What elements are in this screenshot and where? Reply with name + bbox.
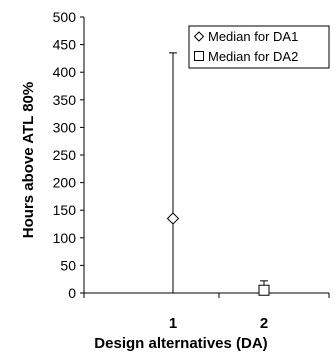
- y-tick-label: 100: [53, 230, 77, 246]
- legend-square-icon: [194, 51, 204, 61]
- legend-label-da2: Median for DA2: [208, 49, 298, 64]
- legend-box: [188, 25, 330, 69]
- y-tick-label: 400: [53, 64, 77, 80]
- y-tick-label: 250: [53, 147, 77, 163]
- y-ticks: 0 50 100 150 200 250 300 350 400 450 500: [53, 9, 84, 301]
- y-tick-label: 350: [53, 92, 77, 108]
- legend-label-da1: Median for DA1: [208, 29, 298, 44]
- data-marks: [166, 52, 270, 296]
- legend-diamond-icon: [193, 31, 205, 42]
- y-axis-title: Hours above ATL 80%: [20, 82, 37, 238]
- median-point-da1: [166, 212, 180, 225]
- y-tick-label: 200: [53, 175, 77, 191]
- x-tick-label: 1: [169, 315, 177, 332]
- y-tick-label: 0: [68, 285, 76, 301]
- median-point-da2: [258, 284, 270, 296]
- y-tick-label: 150: [53, 202, 77, 218]
- legend: Median for DA1 Median for DA2: [188, 25, 330, 69]
- x-axis-title: Design alternatives (DA): [94, 335, 267, 352]
- y-tick-label: 50: [60, 257, 76, 273]
- y-tick-label: 500: [53, 9, 77, 25]
- x-tick-label: 2: [260, 315, 268, 332]
- y-tick-label: 450: [53, 37, 77, 53]
- y-tick-label: 300: [53, 119, 77, 135]
